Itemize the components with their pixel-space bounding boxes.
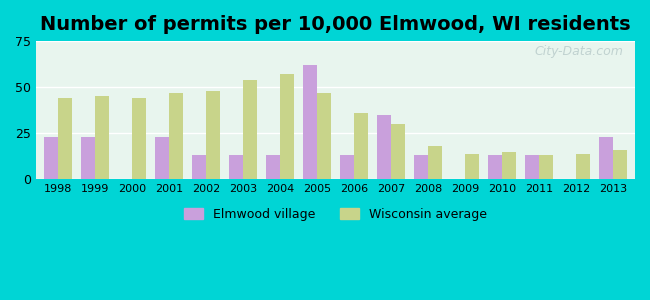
Bar (243, 80, 257, 179)
Bar (428, 146, 442, 179)
Bar (502, 152, 516, 179)
Bar (465, 154, 479, 179)
Bar (576, 154, 590, 179)
Bar (95, 97, 109, 179)
Bar (414, 155, 428, 179)
Bar (539, 155, 553, 179)
Bar (613, 150, 627, 179)
Bar (391, 124, 405, 179)
Bar (317, 93, 331, 179)
Text: City-Data.com: City-Data.com (534, 45, 623, 58)
Bar (44, 137, 58, 179)
Bar (229, 155, 243, 179)
Bar (340, 155, 354, 179)
Bar (81, 137, 95, 179)
Bar (206, 91, 220, 179)
Bar (488, 155, 502, 179)
Bar (132, 98, 146, 179)
Bar (377, 115, 391, 179)
Bar (525, 155, 539, 179)
Bar (303, 65, 317, 179)
Bar (169, 93, 183, 179)
Legend: Elmwood village, Wisconsin average: Elmwood village, Wisconsin average (179, 203, 492, 226)
Bar (599, 137, 613, 179)
Bar (266, 155, 280, 179)
Bar (155, 137, 169, 179)
Title: Number of permits per 10,000 Elmwood, WI residents: Number of permits per 10,000 Elmwood, WI… (40, 15, 630, 34)
Bar (280, 74, 294, 179)
Bar (58, 98, 72, 179)
Bar (354, 113, 368, 179)
Bar (192, 155, 206, 179)
